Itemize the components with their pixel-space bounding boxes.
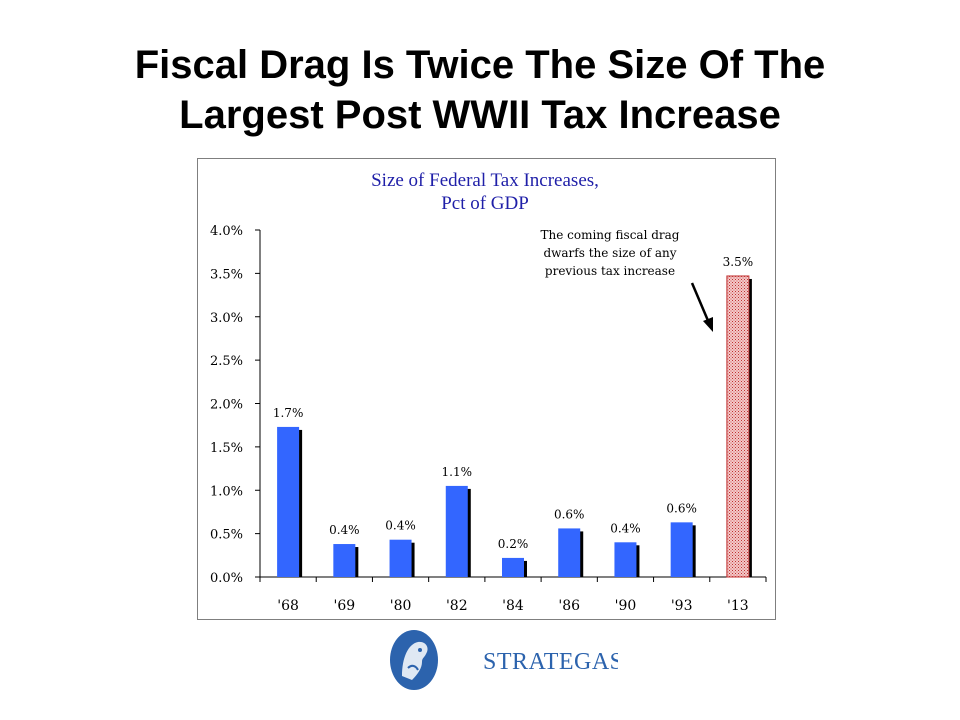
y-tick-label: 4.0% [210,224,243,239]
y-tick-label: 2.0% [210,398,243,413]
bar [502,557,524,577]
x-tick-label: '86 [558,598,580,614]
annotation-line-3: previous tax increase [545,264,675,278]
bar [670,522,693,577]
x-tick-label: '84 [502,598,524,614]
bar-data-label: 0.2% [498,537,529,551]
y-tick-label: 3.5% [210,267,243,282]
bar [614,542,637,577]
bar [389,539,412,577]
annotation-arrowhead [703,317,713,332]
y-tick-label: 3.0% [210,311,243,326]
bar-data-label: 1.7% [273,406,304,420]
axes: 0.0% 0.5% 1.0% 1.5% 2.0% 2.5% 3.0% 3.5% 4.0% '68 '… [210,224,767,614]
bar [558,528,581,577]
logo-text: STRATEGAS [483,649,618,675]
x-tick-label: '80 [390,598,412,614]
annotation-line-1: The coming fiscal drag [541,228,680,242]
bar [277,426,300,577]
y-tick-label: 1.0% [210,484,243,499]
data-labels: 1.7% 0.4% 0.4% 1.1% 0.2% 0.6% 0.4% 0.6% 3.5% [273,255,753,551]
slide-title: Fiscal Drag Is Twice The Size Of The Lar… [0,40,960,140]
x-tick-label: '13 [727,598,749,614]
x-tick-label: '90 [615,598,637,614]
x-tick-label: '93 [671,598,693,614]
y-tick-label: 0.0% [210,571,243,586]
strategas-logo: STRATEGAS [388,628,618,692]
bar-data-label: 0.6% [666,501,697,515]
chart-title-line-2: Pct of GDP [441,193,529,214]
bar-data-label: 1.1% [442,465,473,479]
bar-data-label: 0.6% [554,507,585,521]
bars [277,275,752,578]
x-tick-label: '82 [446,598,468,614]
y-tick-label: 2.5% [210,354,243,369]
bar-data-label: 3.5% [723,255,754,269]
x-tick-label: '68 [277,598,299,614]
bar [333,544,356,577]
bar-data-label: 0.4% [329,523,360,537]
bar [445,485,468,577]
slide-title-line-1: Fiscal Drag Is Twice The Size Of The [134,43,826,87]
bar-data-label: 0.4% [610,521,641,535]
annotation: The coming fiscal drag dwarfs the size o… [541,228,713,332]
annotation-arrow [690,282,711,324]
chart-title-line-1: Size of Federal Tax Increases, [371,170,599,191]
y-tick-label: 0.5% [210,528,243,543]
bar [726,275,750,578]
slide-title-line-2: Largest Post WWII Tax Increase [179,93,781,137]
y-tick-label: 1.5% [210,441,243,456]
x-tick-label: '69 [333,598,355,614]
strategas-emblem-icon [390,630,438,690]
bar-data-label: 0.4% [385,519,416,533]
annotation-line-2: dwarfs the size of any [543,246,676,260]
